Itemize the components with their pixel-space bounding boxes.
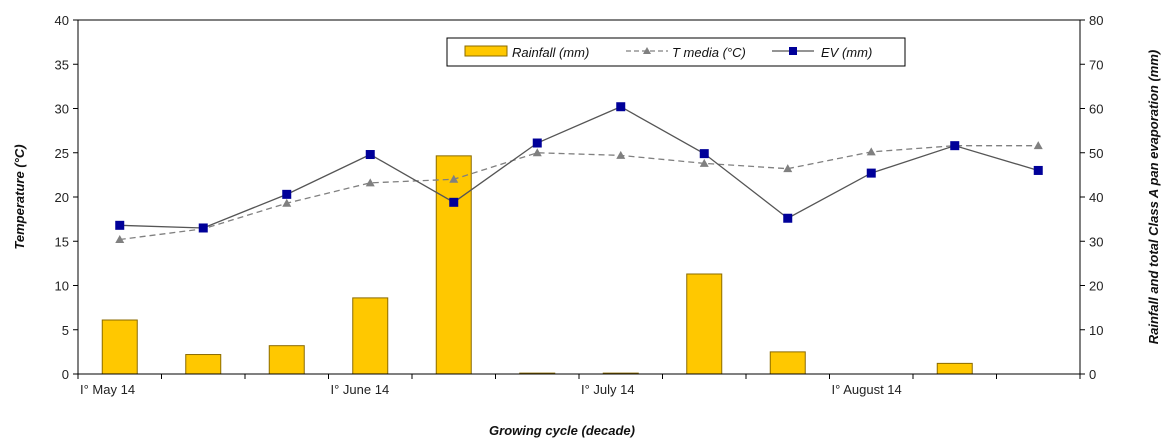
x-tick-label: I° June 14 xyxy=(331,382,390,397)
lines-layer xyxy=(115,102,1043,243)
y2-tick-label: 20 xyxy=(1089,279,1103,294)
ev-point xyxy=(616,102,626,112)
rainfall-bar xyxy=(352,297,389,375)
legend-tmedia-label: T media (°C) xyxy=(672,45,746,60)
y2-tick-label: 60 xyxy=(1089,102,1103,117)
ev-point xyxy=(282,189,292,199)
x-axis-title: Growing cycle (decade) xyxy=(489,423,635,438)
tmedia-point xyxy=(1033,141,1043,150)
legend-tmedia-marker xyxy=(643,47,651,54)
ev-point xyxy=(783,213,793,223)
y-tick-label: 15 xyxy=(55,234,69,249)
y2-tick-label: 0 xyxy=(1089,367,1096,382)
plot-frame xyxy=(77,19,1081,375)
y-tick-label: 25 xyxy=(55,146,69,161)
rainfall-bar xyxy=(769,351,806,375)
tmedia-point xyxy=(783,164,793,173)
tmedia-line xyxy=(119,145,1039,241)
tmedia-point xyxy=(282,198,292,207)
ev-point xyxy=(866,168,876,178)
x-tick-label: I° July 14 xyxy=(581,382,635,397)
y2-tick-label: 30 xyxy=(1089,234,1103,249)
y2-tick-label: 70 xyxy=(1089,57,1103,72)
y-tick-label: 5 xyxy=(62,323,69,338)
tmedia-point xyxy=(115,234,125,243)
y2-tick-label: 80 xyxy=(1089,13,1103,28)
rainfall-bar xyxy=(185,354,222,375)
y2-axis-title: Rainfall and total Class A pan evaporati… xyxy=(1146,50,1161,344)
ev-line xyxy=(119,106,1039,229)
tmedia-point xyxy=(616,150,626,159)
legend: Rainfall (mm) T media (°C) EV (mm) xyxy=(446,37,906,67)
ev-point xyxy=(532,138,542,148)
rainfall-bar xyxy=(686,273,723,375)
legend-rainfall-label: Rainfall (mm) xyxy=(512,45,589,60)
y2-tick-label: 10 xyxy=(1089,323,1103,338)
legend-ev-marker xyxy=(789,47,797,55)
tmedia-point xyxy=(699,158,709,167)
ev-point xyxy=(449,197,459,207)
ev-point xyxy=(365,150,375,160)
y2-tick-label: 50 xyxy=(1089,146,1103,161)
y2-tick-label: 40 xyxy=(1089,190,1103,205)
y-tick-label: 35 xyxy=(55,57,69,72)
ev-point xyxy=(198,223,208,233)
y-tick-label: 40 xyxy=(55,13,69,28)
ev-point xyxy=(699,149,709,159)
y-tick-label: 20 xyxy=(55,190,69,205)
tmedia-point xyxy=(365,178,375,187)
rainfall-bar xyxy=(936,362,973,375)
ev-point xyxy=(115,220,125,230)
y-tick-label: 10 xyxy=(55,279,69,294)
ev-point xyxy=(950,141,960,151)
legend-box xyxy=(446,37,906,67)
x-tick-label: I° August 14 xyxy=(832,382,902,397)
ev-point xyxy=(1033,165,1043,175)
legend-rainfall-swatch xyxy=(464,45,508,57)
rainfall-bar xyxy=(268,345,305,375)
y-axis-title: Temperature (°C) xyxy=(12,144,27,249)
tmedia-point xyxy=(866,147,876,156)
rainfall-bar xyxy=(435,155,472,375)
x-tick-label: I° May 14 xyxy=(80,382,135,397)
tmedia-point xyxy=(532,148,542,157)
y-tick-label: 30 xyxy=(55,102,69,117)
tmedia-point xyxy=(449,174,459,183)
y-tick-label: 0 xyxy=(62,367,69,382)
legend-ev-label: EV (mm) xyxy=(821,45,872,60)
axes: 0 5 10 15 20 25 30 35 40 0 10 20 30 40 50 60 70 80 I° May … xyxy=(55,13,1104,397)
rainfall-bar xyxy=(101,319,138,375)
